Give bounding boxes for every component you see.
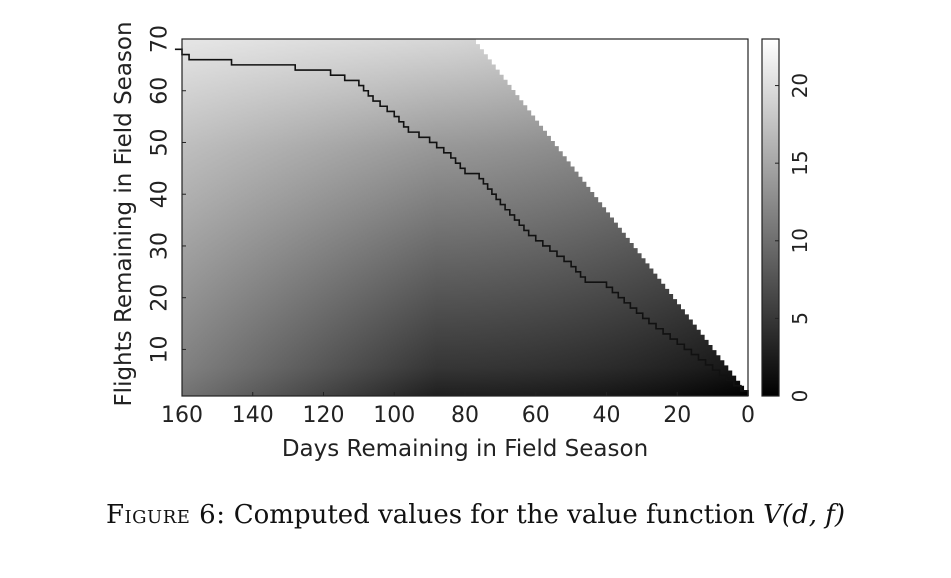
x-tick-label: 140 — [232, 403, 274, 428]
caption-label: Figure 6: — [106, 500, 226, 530]
colorbar-tick-label: 20 — [788, 73, 812, 98]
heatmap-plot — [174, 33, 749, 397]
colorbar-tick-label: 0 — [788, 390, 812, 403]
colorbar: 0 5 10 15 20 — [761, 38, 812, 403]
x-tick-label: 20 — [663, 403, 691, 428]
x-tick-label: 80 — [451, 403, 479, 428]
y-axis-label: Flights Remaining in Field Season — [111, 21, 137, 406]
axes: 160 140 120 100 80 60 40 20 0 10 20 30 40 50 60 70 Days … — [111, 21, 755, 462]
x-tick-label: 120 — [303, 403, 345, 428]
y-tick-label: 70 — [148, 25, 173, 53]
x-tick-label: 40 — [593, 403, 621, 428]
x-tick-label: 0 — [741, 403, 755, 428]
x-tick-label: 160 — [161, 403, 203, 428]
y-tick-label: 20 — [148, 284, 173, 312]
y-tick-label: 50 — [148, 128, 173, 156]
colorbar-tick-label: 15 — [788, 150, 812, 175]
undefined-region — [472, 33, 748, 397]
y-tick-label: 40 — [148, 180, 173, 208]
colorbar-tick-label: 5 — [788, 312, 812, 325]
boundary-line — [174, 48, 749, 396]
caption-math: V(d, f) — [763, 500, 845, 530]
x-axis-label: Days Remaining in Field Season — [282, 436, 648, 462]
colorbar-gradient — [761, 38, 780, 397]
y-tick-label: 30 — [148, 232, 173, 260]
x-tick-label: 60 — [522, 403, 550, 428]
colorbar-tick-label: 10 — [788, 228, 812, 253]
y-tick-label: 10 — [148, 335, 173, 363]
figure-caption: Figure 6: Computed values for the value … — [106, 500, 866, 530]
caption-text: Computed values for the value function — [233, 500, 755, 530]
y-tick-label: 60 — [148, 77, 173, 105]
x-tick-label: 100 — [373, 403, 415, 428]
